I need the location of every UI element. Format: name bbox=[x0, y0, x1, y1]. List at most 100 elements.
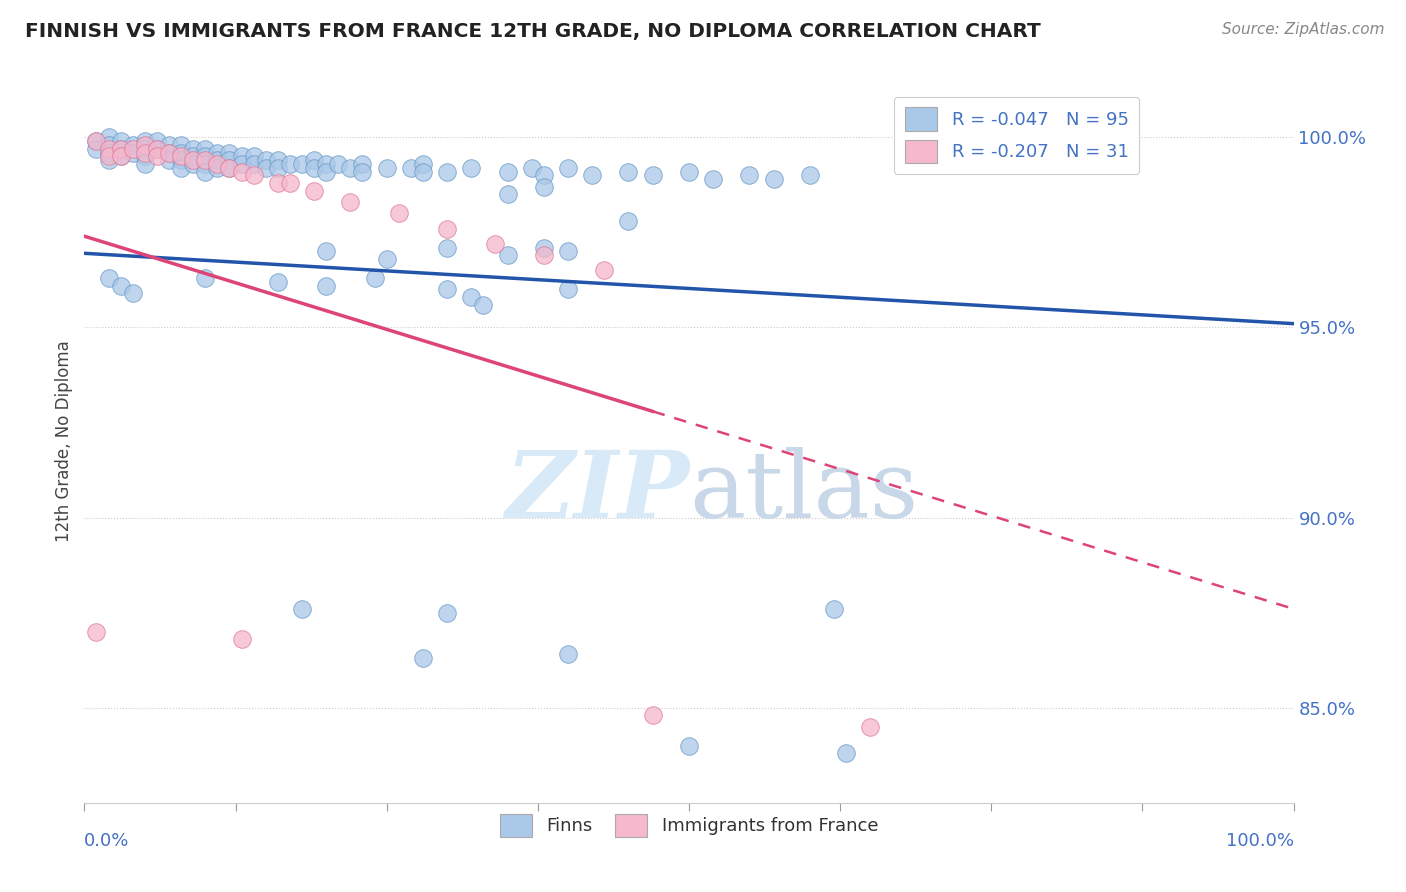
Point bbox=[533, 179, 555, 194]
Point bbox=[399, 161, 422, 175]
Point bbox=[557, 161, 579, 175]
Text: atlas: atlas bbox=[689, 447, 918, 537]
Point bbox=[412, 651, 434, 665]
Point bbox=[242, 149, 264, 163]
Point bbox=[363, 271, 385, 285]
Point bbox=[388, 206, 411, 220]
Point bbox=[242, 169, 264, 183]
Point bbox=[242, 157, 264, 171]
Point bbox=[328, 157, 350, 171]
Point bbox=[267, 176, 290, 190]
Point bbox=[86, 134, 108, 148]
Point bbox=[557, 244, 579, 259]
Point bbox=[146, 134, 169, 148]
Point bbox=[157, 153, 180, 168]
Point bbox=[121, 145, 143, 160]
Point bbox=[218, 161, 240, 175]
Point bbox=[533, 169, 555, 183]
Point bbox=[121, 142, 143, 156]
Point bbox=[121, 137, 143, 152]
Point bbox=[181, 153, 204, 168]
Point bbox=[472, 298, 495, 312]
Point bbox=[254, 161, 277, 175]
Point bbox=[557, 282, 579, 296]
Point bbox=[484, 236, 506, 251]
Point bbox=[533, 241, 555, 255]
Point bbox=[194, 164, 217, 178]
Point bbox=[97, 149, 120, 163]
Point bbox=[231, 164, 253, 178]
Point bbox=[267, 275, 290, 289]
Point bbox=[339, 161, 361, 175]
Point bbox=[170, 153, 193, 168]
Y-axis label: 12th Grade, No Diploma: 12th Grade, No Diploma bbox=[55, 341, 73, 542]
Point bbox=[134, 134, 156, 148]
Point bbox=[97, 142, 120, 156]
Point bbox=[302, 153, 325, 168]
Point bbox=[97, 145, 120, 160]
Point bbox=[375, 161, 398, 175]
Point bbox=[436, 282, 458, 296]
Point bbox=[194, 157, 217, 171]
Point bbox=[267, 161, 290, 175]
Point bbox=[678, 739, 700, 753]
Point bbox=[97, 130, 120, 145]
Point bbox=[110, 278, 132, 293]
Point bbox=[291, 602, 314, 616]
Point bbox=[557, 648, 579, 662]
Point bbox=[460, 290, 482, 304]
Point bbox=[315, 244, 337, 259]
Point bbox=[231, 632, 253, 647]
Point bbox=[278, 176, 301, 190]
Point bbox=[170, 161, 193, 175]
Point bbox=[617, 214, 640, 228]
Point bbox=[302, 161, 325, 175]
Point bbox=[352, 164, 374, 178]
Text: Source: ZipAtlas.com: Source: ZipAtlas.com bbox=[1222, 22, 1385, 37]
Point bbox=[302, 184, 325, 198]
Point bbox=[702, 172, 724, 186]
Text: ZIP: ZIP bbox=[505, 447, 689, 537]
Point bbox=[86, 142, 108, 156]
Point bbox=[859, 720, 882, 734]
Legend: Finns, Immigrants from France: Finns, Immigrants from France bbox=[492, 806, 886, 845]
Point bbox=[110, 149, 132, 163]
Point bbox=[533, 248, 555, 262]
Point bbox=[231, 149, 253, 163]
Point bbox=[97, 153, 120, 168]
Point bbox=[146, 142, 169, 156]
Point bbox=[436, 606, 458, 620]
Point bbox=[339, 194, 361, 209]
Point bbox=[218, 161, 240, 175]
Point bbox=[315, 278, 337, 293]
Point bbox=[352, 157, 374, 171]
Point bbox=[97, 137, 120, 152]
Point bbox=[254, 153, 277, 168]
Point bbox=[412, 157, 434, 171]
Point bbox=[181, 142, 204, 156]
Point bbox=[110, 142, 132, 156]
Point bbox=[181, 149, 204, 163]
Point bbox=[207, 145, 229, 160]
Point bbox=[207, 157, 229, 171]
Point bbox=[134, 145, 156, 160]
Point bbox=[170, 145, 193, 160]
Point bbox=[278, 157, 301, 171]
Point bbox=[86, 134, 108, 148]
Point bbox=[157, 137, 180, 152]
Point bbox=[436, 221, 458, 235]
Point bbox=[436, 164, 458, 178]
Point bbox=[194, 142, 217, 156]
Point bbox=[496, 248, 519, 262]
Text: 0.0%: 0.0% bbox=[84, 831, 129, 850]
Point bbox=[412, 164, 434, 178]
Point bbox=[110, 149, 132, 163]
Point bbox=[231, 157, 253, 171]
Point bbox=[436, 241, 458, 255]
Point bbox=[678, 164, 700, 178]
Point bbox=[110, 142, 132, 156]
Point bbox=[496, 187, 519, 202]
Point bbox=[194, 153, 217, 168]
Point bbox=[97, 271, 120, 285]
Point bbox=[86, 624, 108, 639]
